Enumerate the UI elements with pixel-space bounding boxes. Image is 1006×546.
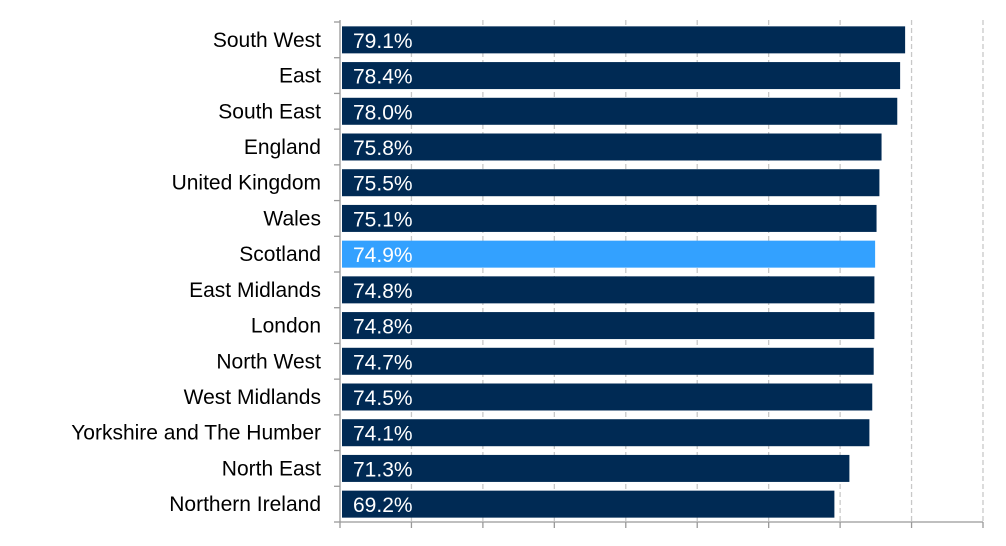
- category-label: South East: [218, 100, 321, 123]
- data-label: 74.7%: [353, 351, 413, 374]
- category-label: West Midlands: [184, 386, 321, 409]
- category-label: Yorkshire and The Humber: [71, 422, 321, 445]
- category-label: United Kingdom: [172, 172, 321, 195]
- bar: [342, 169, 880, 197]
- data-label: 75.5%: [353, 173, 413, 196]
- gridlines: [410, 20, 984, 522]
- bar: [342, 347, 874, 375]
- bar: [342, 240, 876, 268]
- bar: [342, 276, 875, 304]
- data-label: 74.1%: [353, 423, 413, 446]
- data-label: 74.8%: [353, 280, 413, 303]
- category-label: Scotland: [239, 243, 321, 266]
- category-label: East Midlands: [189, 279, 321, 302]
- bar: [342, 62, 901, 90]
- data-label: 75.8%: [353, 137, 413, 160]
- bar: [342, 26, 906, 54]
- bar: [342, 97, 898, 125]
- category-label: North East: [222, 457, 321, 480]
- data-label: 79.1%: [353, 30, 413, 53]
- bar: [342, 133, 882, 161]
- data-label: 74.5%: [353, 387, 413, 410]
- category-label: Northern Ireland: [169, 493, 321, 516]
- bars: [342, 26, 906, 518]
- category-label: East: [279, 65, 321, 88]
- data-label: 69.2%: [353, 494, 413, 517]
- bar: [342, 383, 873, 411]
- data-label: 74.8%: [353, 316, 413, 339]
- data-label: 78.4%: [353, 66, 413, 89]
- labels: 79.1% South West 78.4% East 78.0% South East 7…: [71, 29, 412, 517]
- data-label: 71.3%: [353, 458, 413, 481]
- category-label: England: [244, 136, 321, 159]
- bar: [342, 490, 835, 518]
- data-label: 75.1%: [353, 208, 413, 231]
- category-label: South West: [213, 29, 321, 52]
- bar: [342, 204, 877, 232]
- data-label: 74.9%: [353, 244, 413, 267]
- category-label: North West: [216, 350, 321, 373]
- category-label: London: [251, 315, 321, 338]
- data-label: 78.0%: [353, 101, 413, 124]
- category-label: Wales: [263, 207, 321, 230]
- bar: [342, 312, 875, 340]
- bar: [342, 419, 870, 447]
- bar: [342, 454, 850, 482]
- axes: [334, 20, 984, 528]
